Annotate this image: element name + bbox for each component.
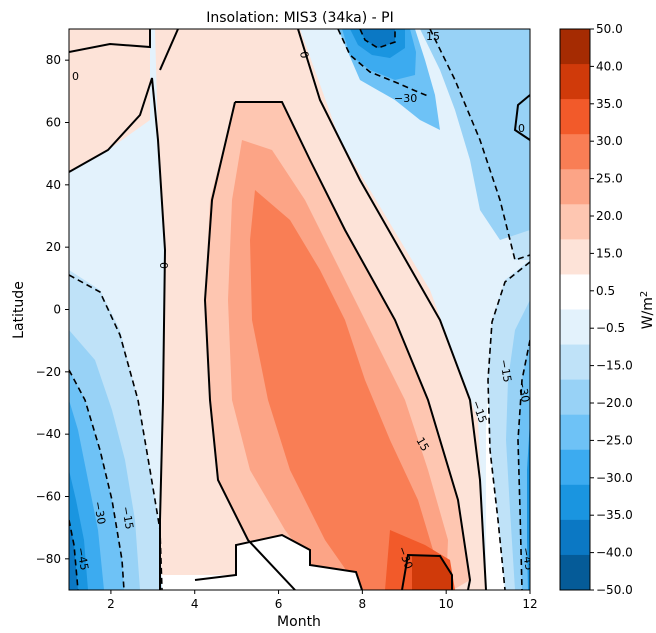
contour-line-zero (69, 29, 151, 53)
contour-label: −15 (119, 505, 136, 530)
y-tick-label: −60 (36, 490, 61, 504)
colorbar-swatch (560, 274, 590, 310)
contour-line-neg-15 (429, 29, 530, 262)
colorbar-swatch (560, 484, 590, 521)
colorbar-frame (559, 28, 591, 591)
y-tick-label: 20 (46, 240, 61, 254)
colorbar-swatch (560, 64, 590, 100)
contour-line-neg-15 (487, 261, 530, 590)
contour-label: −45 (519, 546, 536, 571)
colorbar-tick-label: 50.0 (596, 22, 623, 36)
contour-label: 0 (72, 70, 79, 83)
contour-line-15 (203, 101, 296, 590)
y-tick-label: −80 (36, 552, 61, 566)
colorbar-tick-label: 35.0 (596, 97, 623, 111)
colorbar-tick-label: −35.0 (596, 508, 633, 522)
contour-label: −30 (515, 378, 532, 403)
contour-label: 15 (413, 435, 431, 454)
colorbar-tick-label: 0.5 (596, 284, 615, 298)
contour-line-zero (297, 29, 487, 590)
colorbar-tick-label: −20.0 (596, 396, 633, 410)
colorbar-swatch (560, 169, 590, 205)
contour-label-group: 0 0 0 0 15 15 −15 −15 −15 −30 −30 −30 −3… (72, 30, 536, 571)
contour-band-zero (160, 535, 362, 590)
colorbar-swatch (560, 134, 590, 170)
contour-label: −30 (394, 92, 417, 105)
colorbar-tick-label: −0.5 (596, 321, 625, 335)
y-tick-label: 40 (46, 178, 61, 192)
contour-line-zero (513, 94, 530, 141)
contour-line-neg-45 (69, 519, 79, 590)
colorbar-tick-label: −15.0 (596, 359, 633, 373)
colorbar-tick-label: 15.0 (596, 246, 623, 260)
contour-line-zero (159, 29, 179, 71)
y-tick-label: 0 (53, 303, 61, 317)
contour-field: 0 0 0 0 15 15 −15 −15 −15 −30 −30 −30 −3… (69, 29, 536, 590)
colorbar-swatch (560, 554, 590, 591)
colorbar-tick-label: −40.0 (596, 546, 633, 560)
colorbar-swatch (560, 519, 590, 556)
y-tick-label: 60 (46, 116, 61, 130)
contour-lines-negative (69, 29, 530, 590)
contour-band-pos-40 (412, 555, 452, 590)
contour-line-neg-30 (517, 339, 530, 590)
colorbar-swatch (560, 204, 590, 240)
y-tick-label: −40 (36, 427, 61, 441)
contour-band-pos-15 (69, 29, 150, 172)
contour-band-neg-40 (527, 420, 530, 590)
colorbar-tick-label: −30.0 (596, 471, 633, 485)
contour-label: 0 (518, 122, 525, 135)
colorbar-swatch (560, 239, 590, 275)
colorbar-swatch (560, 449, 590, 486)
x-tick-label: 10 (439, 597, 454, 611)
contour-band-neg-45 (360, 29, 395, 48)
colorbar-swatch (560, 29, 590, 65)
x-tick-label: 4 (191, 597, 199, 611)
contour-label: −30 (91, 500, 108, 525)
contour-line-zero (194, 533, 363, 590)
colorbar-tick-label: 30.0 (596, 134, 623, 148)
colorbar-tick-label: 25.0 (596, 172, 623, 186)
contour-label: −15 (497, 358, 514, 383)
colorbar-swatch (560, 99, 590, 135)
colorbar-swatch (560, 344, 590, 381)
colorbar-tick-label: −50.0 (596, 583, 633, 597)
contour-band-neg-25 (330, 29, 530, 240)
contour-label: 0 (297, 50, 311, 59)
x-tick-label: 8 (359, 597, 367, 611)
colorbar-label: W/m2 (639, 291, 656, 330)
x-axis-label: Month (277, 614, 321, 630)
contour-line-neg-15 (69, 274, 163, 590)
x-tick-label: 6 (275, 597, 283, 611)
contour-label: −45 (74, 546, 91, 571)
contour-lines (69, 29, 530, 590)
chart-title: Insolation: MIS3 (34ka) - PI (206, 10, 393, 26)
colorbar: 50.0 40.0 35.0 30.0 25.0 20.0 15.0 0.5 −0.5 −15.0… (559, 22, 633, 597)
contour-label: 15 (426, 30, 440, 43)
contour-line-15 (401, 553, 453, 590)
colorbar-tick-label: 40.0 (596, 59, 623, 73)
contour-line-neg-30 (337, 29, 429, 97)
x-tick-label: 2 (107, 597, 115, 611)
y-axis: 80 60 40 20 0 −20 −40 −60 −80 (36, 53, 69, 566)
y-tick-label: 80 (46, 53, 61, 67)
colorbar-tick-label: 20.0 (596, 209, 623, 223)
y-axis-label: Latitude (11, 281, 27, 339)
colorbar-swatch (560, 379, 590, 416)
x-tick-label: 12 (522, 597, 537, 611)
contour-label: 0 (157, 262, 170, 269)
colorbar-swatch (560, 309, 590, 346)
contour-line-neg-30 (69, 369, 125, 590)
colorbar-tick-label: −25.0 (596, 433, 633, 447)
contour-band-pos-30 (250, 190, 436, 590)
contour-line-zero (69, 77, 167, 590)
y-tick-label: −20 (36, 365, 61, 379)
x-axis: 2 4 6 8 10 12 (107, 590, 538, 611)
contour-line-15 (235, 101, 472, 590)
colorbar-swatch (560, 414, 590, 451)
